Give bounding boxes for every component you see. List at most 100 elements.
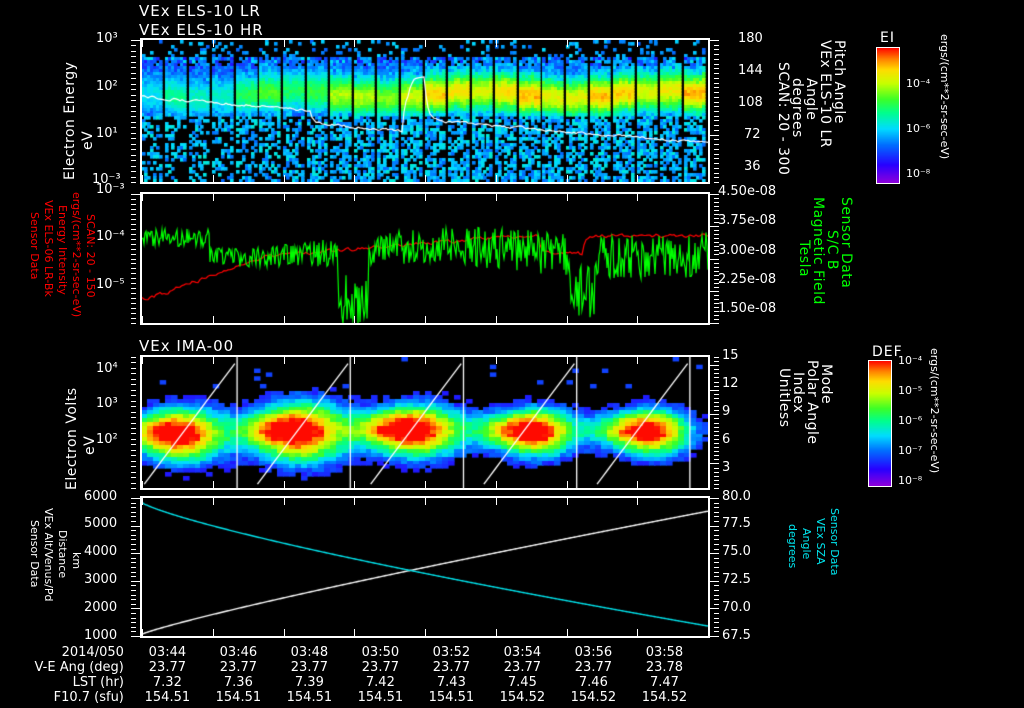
panel2-ytick-0: 10⁻³ xyxy=(96,182,125,197)
panel1-ytick-2: 10¹ xyxy=(96,126,118,141)
panel3-right-label-2: Polar Angle xyxy=(804,360,820,445)
panel1-y2tick-4: 36 xyxy=(744,159,761,174)
colorbar-top-tick-0: 10⁻⁴ xyxy=(906,77,931,90)
bottom-parameter-table: 2014/050 03:44 03:46 03:48 03:50 03:52 0… xyxy=(0,645,1024,705)
panel2-right-label-1: Sensor Data xyxy=(838,197,854,289)
panel2-y2tick-0: 4.50e-08 xyxy=(718,184,777,199)
row-label-lst: LST (hr) xyxy=(72,675,124,690)
panel2-plot-area[interactable] xyxy=(140,192,710,325)
panel2-ytick-2: 10⁻⁵ xyxy=(96,277,125,292)
panel2-ytick-1: 10⁻⁴ xyxy=(96,229,125,244)
colorbar-bottom-tick-0: 10⁻⁴ xyxy=(898,354,923,367)
panel2-left-label-3: Energy Intensity xyxy=(56,205,69,295)
panel3-y2tick-1: 12 xyxy=(722,376,739,391)
panel2-y2tick-2: 3.00e-08 xyxy=(718,243,777,258)
row-label-date: 2014/050 xyxy=(61,645,124,660)
panel3-ylabel: Electron Volts xyxy=(64,387,80,490)
cell-time-4: 03:52 xyxy=(432,645,471,660)
cell-lst-0: 7.32 xyxy=(152,675,182,690)
panel1-ytick-3: 10⁻³ xyxy=(92,172,121,187)
panel1-plot-area[interactable] xyxy=(140,38,710,184)
cell-lst-5: 7.45 xyxy=(507,675,537,690)
panel3-title: VEx IMA-00 xyxy=(139,337,235,355)
panel2-line-canvas xyxy=(142,194,708,323)
colorbar-top[interactable] xyxy=(876,47,900,184)
panel3-ytick-2: 10² xyxy=(96,432,118,447)
panel1-y2tick-0: 180 xyxy=(738,31,763,46)
panel4-left-label-4: km xyxy=(70,552,83,570)
colorbar-bottom-title: DEF xyxy=(872,344,903,360)
colorbar-bottom-tick-2: 10⁻⁶ xyxy=(898,414,923,427)
panel4-ytick-3: 3000 xyxy=(84,572,118,587)
table-row: 2014/050 03:44 03:46 03:48 03:50 03:52 0… xyxy=(0,645,700,660)
panel3-right-label-4: Unitless xyxy=(776,368,792,428)
cell-veang-0: 23.77 xyxy=(148,660,186,675)
panel2-y2tick-4: 1.50e-08 xyxy=(718,301,777,316)
cell-f107-2: 154.51 xyxy=(286,690,333,705)
panel3-right-label-3: Index xyxy=(790,372,806,414)
cell-time-6: 03:56 xyxy=(574,645,613,660)
cell-f107-0: 154.51 xyxy=(144,690,191,705)
panel2-right-label-4: Tesla xyxy=(796,240,812,278)
panel3-spectrogram-canvas xyxy=(142,357,708,488)
panel1-spectrogram-canvas xyxy=(142,40,708,182)
table-row: F10.7 (sfu) 154.51 154.51 154.51 154.51 … xyxy=(0,690,700,705)
cell-lst-6: 7.46 xyxy=(578,675,608,690)
panel3-y2tick-2: 9 xyxy=(722,404,731,419)
cell-veang-2: 23.77 xyxy=(290,660,328,675)
cell-time-1: 03:46 xyxy=(219,645,258,660)
cell-lst-4: 7.43 xyxy=(436,675,466,690)
panel4-y2tick-4: 70.0 xyxy=(722,600,751,615)
cell-time-7: 03:58 xyxy=(645,645,684,660)
panel1-ytick-1: 10² xyxy=(96,79,118,94)
panel1-right-label-3: Angle xyxy=(803,78,819,121)
panel4-left-label-2: VEx Alt/Venus/Pd xyxy=(42,508,55,602)
panel1-right-label-2: VEx ELS-10 LR xyxy=(817,40,833,149)
colorbar-bottom-tick-3: 10⁻⁷ xyxy=(898,444,923,457)
cell-lst-7: 7.47 xyxy=(649,675,679,690)
panel1-right-label-5: SCAN: 20 - 300 xyxy=(775,62,791,176)
panel2-y2tick-1: 3.75e-08 xyxy=(718,213,777,228)
panel2-right-label-3: Magnetic Field xyxy=(810,197,826,305)
panel1-right-label-1: Pitch Angle xyxy=(831,40,847,124)
panel1-right-label-4: degrees xyxy=(789,78,805,138)
table-row: LST (hr) 7.32 7.36 7.39 7.42 7.43 7.45 7… xyxy=(0,675,700,690)
cell-time-0: 03:44 xyxy=(148,645,187,660)
colorbar-bottom-units: ergs/(cm**2-sr-sec-eV) xyxy=(928,348,941,474)
cell-lst-2: 7.39 xyxy=(294,675,324,690)
panel4-y2tick-1: 77.5 xyxy=(722,516,751,531)
cell-veang-7: 23.78 xyxy=(645,660,684,675)
cell-f107-1: 154.51 xyxy=(215,690,262,705)
colorbar-top-tick-1: 10⁻⁶ xyxy=(906,122,931,135)
cell-time-5: 03:54 xyxy=(503,645,542,660)
panel3-y2tick-0: 15 xyxy=(722,348,739,363)
cell-f107-7: 154.52 xyxy=(641,690,688,705)
cell-lst-1: 7.36 xyxy=(223,675,253,690)
panel2-y2tick-3: 2.25e-08 xyxy=(718,272,777,287)
cell-veang-6: 23.77 xyxy=(574,660,612,675)
cell-f107-5: 154.52 xyxy=(499,690,546,705)
row-label-f107: F10.7 (sfu) xyxy=(53,690,124,705)
panel3-plot-area[interactable] xyxy=(140,355,710,490)
panel1-y2tick-3: 72 xyxy=(744,127,761,142)
panel4-ytick-1: 5000 xyxy=(84,516,118,531)
panel4-plot-area[interactable] xyxy=(140,496,710,638)
panel4-y2tick-3: 72.5 xyxy=(722,572,751,587)
panel2-left-label-1: Sensor Data xyxy=(28,212,41,280)
colorbar-bottom[interactable] xyxy=(868,360,892,487)
table-row: V-E Ang (deg) 23.77 23.77 23.77 23.77 23… xyxy=(0,660,700,675)
panel4-left-label-3: Distance xyxy=(56,530,69,579)
panel3-y2tick-4: 3 xyxy=(722,460,731,475)
panel4-right-label-3: Angle xyxy=(800,528,813,560)
panel3-ytick-1: 10³ xyxy=(96,396,118,411)
panel1-title-hr: VEx ELS-10 HR xyxy=(139,21,264,39)
cell-time-2: 03:48 xyxy=(290,645,329,660)
panel2-right-label-2: S/C B xyxy=(824,230,840,270)
cell-veang-5: 23.77 xyxy=(503,660,541,675)
panel4-ytick-5: 1000 xyxy=(84,628,118,643)
panel4-right-label-4: degrees xyxy=(786,524,799,569)
colorbar-bottom-tick-1: 10⁻⁵ xyxy=(898,384,923,397)
panel1-title-lr: VEx ELS-10 LR xyxy=(139,2,261,20)
panel1-y2tick-1: 144 xyxy=(738,63,763,78)
